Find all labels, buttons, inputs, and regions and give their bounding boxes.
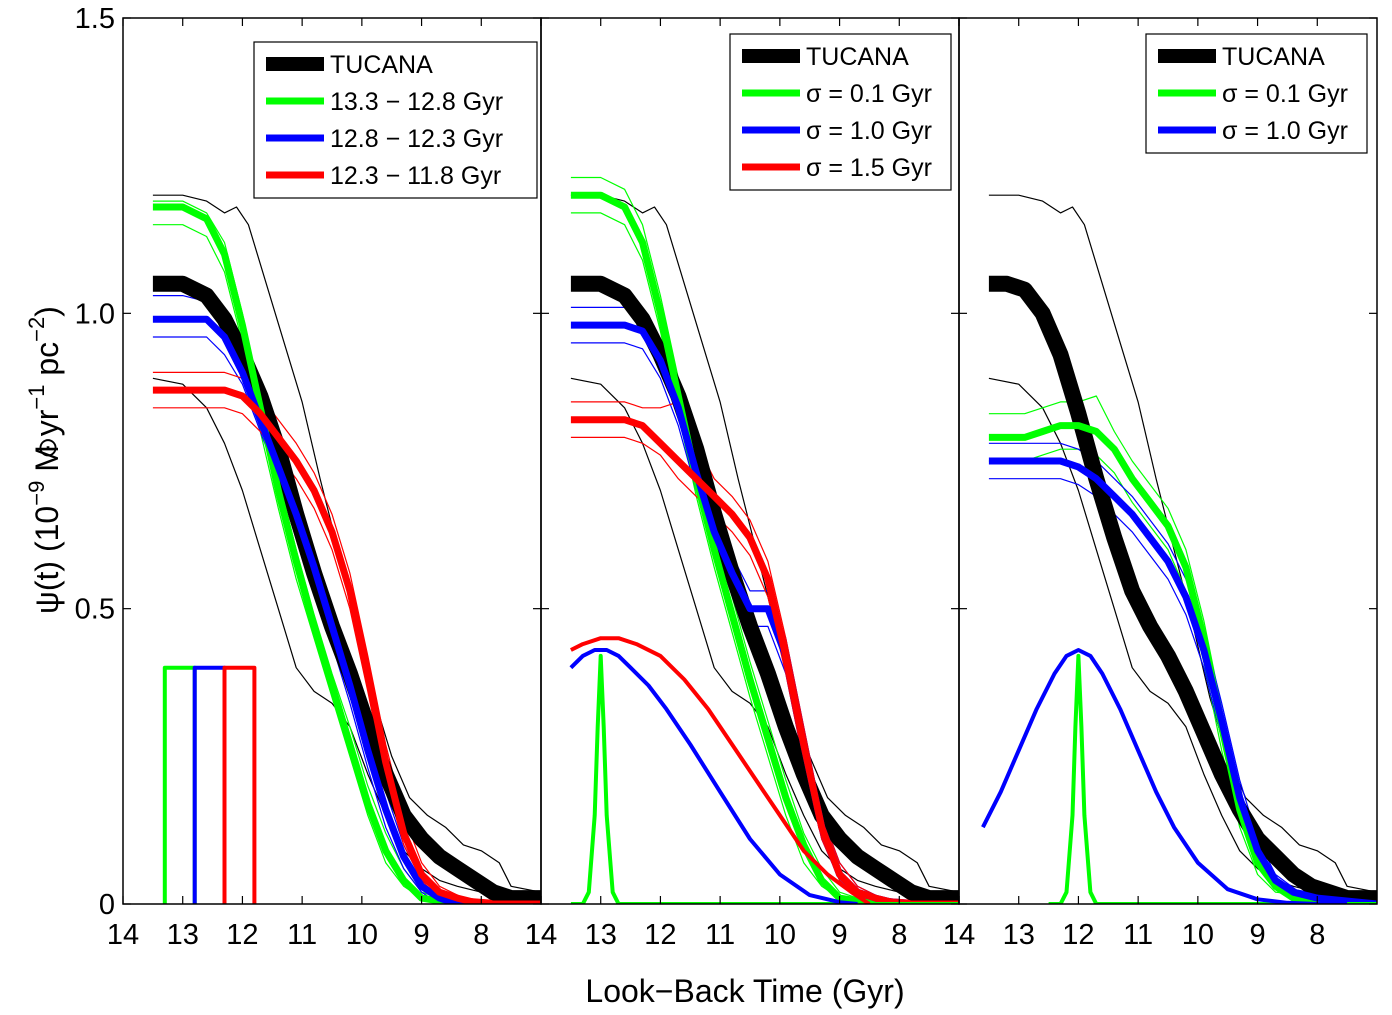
y-tick-label: 0.5 xyxy=(75,594,115,626)
x-tick-label: 14 xyxy=(525,919,557,951)
series-line xyxy=(152,386,541,904)
legend: TUCANA σ = 0.1 Gyr σ = 1.0 Gyr σ = 1.5 Gyr xyxy=(729,33,952,191)
x-tick-label: 11 xyxy=(1123,919,1153,951)
x-tick-label: 8 xyxy=(473,919,489,951)
svg-text:ψ(t) (10−9 M yr−1 pc−2): ψ(t) (10−9 M yr−1 pc−2) xyxy=(24,306,65,614)
y-axis-title-prefix: ψ(t) (10 xyxy=(29,506,65,614)
series-line xyxy=(988,395,1377,904)
series-line xyxy=(570,321,959,904)
x-tick-label: 8 xyxy=(1309,919,1325,951)
legend-label: 13.3 − 12.8 Gyr xyxy=(330,88,503,116)
y-axis-title-suffix: ) xyxy=(29,306,65,317)
x-tick-label: 11 xyxy=(287,919,317,951)
x-axis-title: Look−Back Time (Gyr) xyxy=(585,973,904,1009)
panel-frame xyxy=(958,17,1378,905)
x-tick-label: 11 xyxy=(705,919,735,951)
series-line xyxy=(152,407,541,904)
x-tick-label: 12 xyxy=(644,919,676,951)
legend-label: TUCANA xyxy=(1222,43,1325,71)
series-line xyxy=(570,212,959,904)
y-axis-title-mid: M xyxy=(29,445,65,481)
series-line xyxy=(152,336,541,904)
panel-series xyxy=(569,176,959,904)
x-tick-label: 10 xyxy=(764,919,796,951)
x-tick-label: 9 xyxy=(1250,919,1266,951)
x-tick-label: 13 xyxy=(167,919,199,951)
panel-series xyxy=(981,194,1377,904)
series-line xyxy=(570,653,959,904)
panel-middle: 14 13 12 11 10 9 8 14 TUCANA σ = 0.1 Gyr σ = 1.0 G… xyxy=(525,17,975,951)
series-line xyxy=(570,342,959,904)
series-line xyxy=(988,457,1377,904)
series-line xyxy=(570,194,959,893)
x-tick-label: 14 xyxy=(943,919,975,951)
series-line xyxy=(988,422,1377,904)
x-tick-label: 10 xyxy=(1182,919,1214,951)
series-line xyxy=(570,275,959,904)
series-line xyxy=(192,665,227,904)
x-tick-label: 12 xyxy=(1062,919,1094,951)
x-tick-label: 14 xyxy=(107,919,139,951)
legend-label: 12.8 − 12.3 Gyr xyxy=(330,125,503,153)
sun-symbol: ⊙ xyxy=(37,432,59,462)
x-tick-label: 9 xyxy=(832,919,848,951)
x-tick-label: 10 xyxy=(346,919,378,951)
series-line xyxy=(570,191,959,904)
y-axis-title-exp2: −1 xyxy=(24,385,49,410)
series-line xyxy=(222,665,257,904)
panel-series xyxy=(152,194,541,904)
legend-label: 12.3 − 11.8 Gyr xyxy=(330,162,501,190)
series-line xyxy=(152,377,541,904)
series-line xyxy=(570,416,959,904)
series-line xyxy=(1048,653,1377,904)
legend-label: σ = 0.1 Gyr xyxy=(806,80,932,108)
series-line xyxy=(152,315,541,904)
legend-label: σ = 0.1 Gyr xyxy=(1222,80,1348,108)
legend: TUCANA σ = 0.1 Gyr σ = 1.0 Gyr xyxy=(1145,33,1368,154)
x-tick-label: 9 xyxy=(414,919,430,951)
legend: TUCANA 13.3 − 12.8 Gyr 12.8 − 12.3 Gyr 12.3… xyxy=(253,41,538,199)
legend-label: σ = 1.5 Gyr xyxy=(806,154,932,182)
y-axis-title-exp1: −9 xyxy=(24,481,49,506)
y-tick-label: 1.5 xyxy=(75,3,115,35)
series-line xyxy=(569,648,858,904)
x-tick-label: 14 xyxy=(525,919,557,951)
series-line xyxy=(570,176,959,904)
series-line xyxy=(988,275,1377,904)
series-line xyxy=(988,377,1377,904)
series-line xyxy=(152,371,541,904)
y-axis-title-pc: pc xyxy=(29,342,65,385)
x-tick-label: 14 xyxy=(943,919,975,951)
series-line xyxy=(570,401,959,904)
x-tick-label: 13 xyxy=(1003,919,1035,951)
x-tick-label: 12 xyxy=(226,919,258,951)
y-axis-title: ψ(t) (10−9 M yr−1 pc−2) xyxy=(24,306,65,614)
y-axis-title-yr: yr xyxy=(29,409,65,445)
y-tick-label: 0 xyxy=(99,889,115,921)
panel-right: 14 13 12 11 10 9 8 TUCANA σ = 0.1 Gyr σ = 1.0 Gyr xyxy=(943,17,1378,951)
x-tick-label: 8 xyxy=(891,919,907,951)
y-axis-title-exp3: −2 xyxy=(24,317,49,342)
legend-label: σ = 1.0 Gyr xyxy=(1222,117,1348,145)
y-tick-label: 1.0 xyxy=(75,298,115,330)
series-line xyxy=(162,665,197,904)
series-line xyxy=(988,448,1377,904)
legend-label: TUCANA xyxy=(330,51,433,79)
legend-label: TUCANA xyxy=(806,43,909,71)
x-tick-label: 13 xyxy=(585,919,617,951)
legend-label: σ = 1.0 Gyr xyxy=(806,117,932,145)
series-line xyxy=(570,636,871,904)
